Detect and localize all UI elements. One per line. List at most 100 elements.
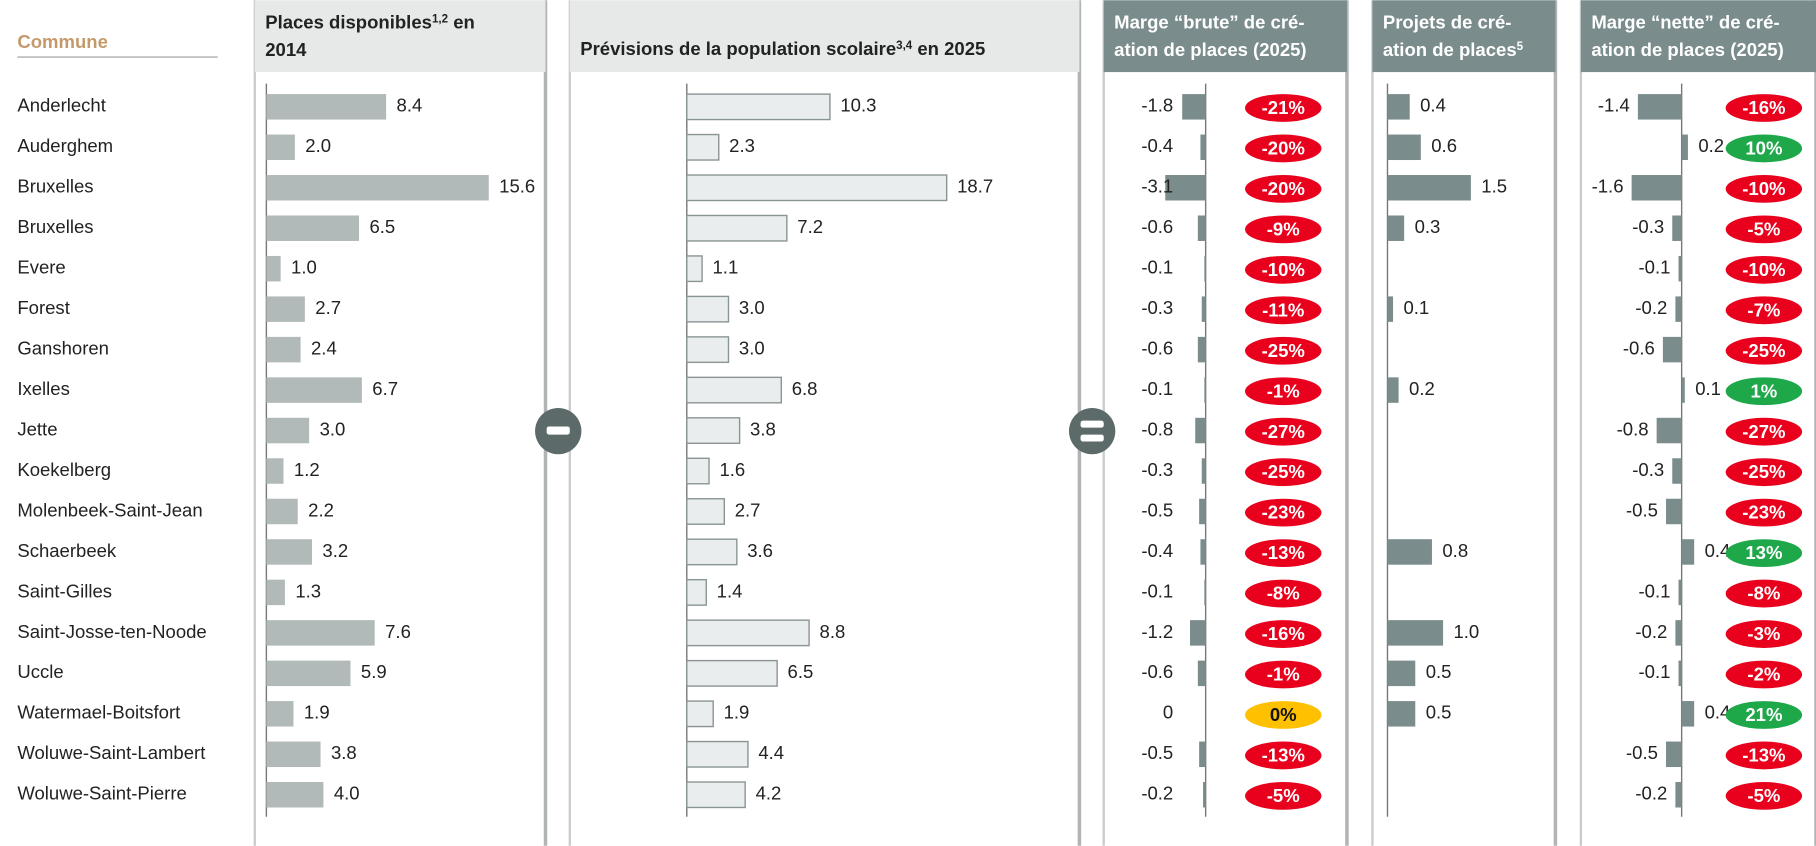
bar [266, 94, 387, 120]
percent-badge [1725, 255, 1803, 284]
panel-title: Marge “brute” de cré- [1114, 11, 1304, 32]
bar [1195, 417, 1206, 444]
category-label: Jette [17, 418, 57, 439]
value-label: -0.3 [1632, 459, 1664, 480]
bar [686, 740, 749, 768]
bar [1387, 620, 1444, 646]
percent-badge [1245, 579, 1322, 608]
percent-badge [1725, 701, 1803, 729]
value-label: 4.2 [756, 783, 782, 804]
value-label: 10.3 [840, 95, 876, 116]
panel-title: ation de places (2025) [1591, 39, 1783, 60]
bar [266, 741, 321, 768]
percent-label: -10% [1262, 259, 1305, 280]
bar [1204, 579, 1206, 606]
value-label: -0.6 [1623, 338, 1655, 359]
bar [1681, 134, 1688, 161]
percent-badge [1725, 296, 1803, 325]
value-label: 0.4 [1705, 702, 1731, 723]
bar [266, 620, 375, 646]
bar [1199, 498, 1206, 525]
value-label: -0.4 [1141, 135, 1173, 156]
bar [1182, 94, 1206, 120]
bar [266, 377, 362, 403]
value-label: 6.7 [372, 378, 398, 399]
bar [266, 255, 281, 282]
value-label: -0.2 [1635, 297, 1667, 318]
bar [1387, 377, 1399, 403]
percent-badge [1245, 377, 1322, 406]
title-superscript: 5 [1517, 41, 1524, 53]
value-label: -0.6 [1141, 661, 1173, 682]
bar [1662, 336, 1682, 363]
bar [1672, 215, 1682, 241]
category-label: Bruxelles [17, 216, 93, 237]
value-label: 0.2 [1409, 378, 1435, 399]
percent-label: 13% [1745, 542, 1782, 563]
category-label: Bruxelles [17, 176, 93, 197]
percent-label: -13% [1262, 744, 1305, 765]
percent-label: -20% [1262, 137, 1305, 158]
percent-label: -20% [1262, 178, 1305, 199]
value-label: 6.8 [792, 378, 818, 399]
panel-title: 2014 [265, 39, 307, 60]
value-label: -0.8 [1141, 418, 1173, 439]
percent-badge [1245, 94, 1322, 122]
value-label: 0.3 [1415, 216, 1441, 237]
value-label: 1.5 [1481, 176, 1507, 197]
title-text: Places disponibles [265, 11, 432, 32]
panel-header [569, 0, 1080, 73]
bar [1387, 296, 1394, 322]
value-label: 3.2 [322, 540, 348, 561]
category-label: Ganshoren [17, 338, 109, 359]
percent-badge [1725, 175, 1803, 203]
percent-badge [1725, 782, 1803, 810]
bar [266, 417, 310, 444]
title-superscript: 3,4 [896, 40, 913, 52]
bar [1681, 539, 1695, 565]
bar [686, 659, 778, 687]
value-label: 6.5 [788, 661, 814, 682]
percent-badge [1725, 660, 1803, 689]
bar [1197, 215, 1206, 241]
percent-label: 21% [1745, 704, 1782, 725]
percent-label: -27% [1742, 421, 1785, 442]
category-label: Woluwe-Saint-Lambert [17, 742, 206, 763]
bar [1666, 741, 1682, 768]
value-label: 7.6 [385, 621, 411, 642]
value-label: -0.1 [1639, 661, 1671, 682]
panel-header [1103, 0, 1347, 73]
bar [1200, 539, 1206, 565]
value-label: 1.9 [304, 702, 330, 723]
percent-badge [1725, 620, 1803, 648]
value-label: 0 [1163, 702, 1173, 723]
percent-badge [1725, 377, 1803, 406]
value-label: -0.1 [1639, 257, 1671, 278]
percent-label: -25% [1262, 340, 1305, 361]
bar [686, 376, 782, 404]
bar [266, 701, 294, 727]
percent-label: -1% [1267, 380, 1300, 401]
value-label: 4.0 [334, 783, 360, 804]
value-label: 2.7 [315, 297, 341, 318]
bar [266, 175, 489, 201]
percent-label: -8% [1747, 583, 1780, 604]
title-text: 2014 [265, 39, 307, 60]
bar [686, 619, 810, 647]
bar [1165, 175, 1206, 201]
value-label: 3.0 [320, 418, 346, 439]
bar [266, 498, 298, 525]
percent-badge [1725, 94, 1803, 122]
value-label: 4.4 [758, 742, 784, 763]
category-label: Forest [17, 297, 70, 318]
bar [266, 296, 305, 322]
value-label: -0.6 [1141, 216, 1173, 237]
bar [1387, 94, 1410, 120]
bar [686, 498, 726, 525]
title-text: Marge “brute” de cré- [1114, 11, 1304, 32]
bar [1204, 255, 1206, 282]
value-label: 2.7 [735, 499, 761, 520]
percent-label: -25% [1262, 461, 1305, 482]
